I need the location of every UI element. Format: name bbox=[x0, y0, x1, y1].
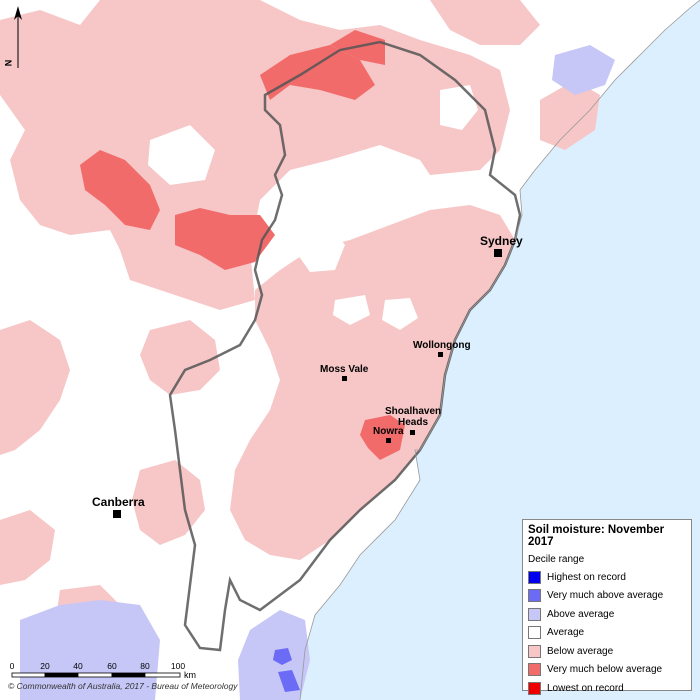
legend-swatch bbox=[528, 607, 541, 621]
legend-items: Highest on record Very much above average… bbox=[523, 568, 691, 698]
legend-swatch bbox=[528, 663, 541, 677]
north-arrow-icon bbox=[14, 6, 22, 20]
canberra-label: Canberra bbox=[92, 495, 145, 509]
very-much-below-average-regions bbox=[80, 30, 405, 460]
scale-segment bbox=[44, 672, 79, 678]
legend-item-label: Average bbox=[547, 627, 585, 639]
legend-item-label: Lowest on record bbox=[547, 682, 624, 694]
moss-vale-label: Moss Vale bbox=[320, 364, 369, 375]
below-average-southeast bbox=[230, 205, 515, 560]
moss-vale-marker bbox=[342, 376, 347, 381]
legend-item: Above average bbox=[523, 605, 691, 624]
legend-item-label: Above average bbox=[547, 608, 615, 620]
legend-item: Highest on record bbox=[523, 568, 691, 587]
very-much-below-north bbox=[260, 45, 375, 100]
canberra-marker bbox=[113, 510, 121, 518]
legend-item: Below average bbox=[523, 642, 691, 661]
legend-item-label: Below average bbox=[547, 645, 614, 657]
legend-item-label: Very much below average bbox=[547, 664, 663, 676]
legend-item-label: Very much above average bbox=[547, 590, 664, 602]
below-average-central bbox=[140, 320, 220, 395]
scale-segment bbox=[144, 672, 181, 678]
north-letter: N bbox=[3, 59, 14, 67]
copyright-notice: © Commonwealth of Australia, 2017 - Bure… bbox=[8, 681, 238, 691]
legend-item: Average bbox=[523, 624, 691, 643]
scale-tick-label: 80 bbox=[140, 661, 150, 671]
legend-item: Very much above average bbox=[523, 587, 691, 606]
below-average-northeast bbox=[430, 0, 540, 45]
nowra-label: Nowra bbox=[373, 426, 404, 437]
legend-item: Lowest on record bbox=[523, 679, 691, 698]
shoalhaven-heads-marker bbox=[410, 430, 415, 435]
catchment-boundary bbox=[168, 40, 522, 652]
very-much-above-average-regions bbox=[273, 648, 300, 692]
average-regions bbox=[148, 85, 478, 330]
wollongong-label: Wollongong bbox=[413, 340, 471, 351]
legend-swatch bbox=[528, 644, 541, 658]
scale-segment bbox=[77, 672, 113, 678]
legend-swatch bbox=[528, 681, 541, 695]
scale-tick-label: 20 bbox=[40, 661, 50, 671]
sydney-marker bbox=[494, 249, 502, 257]
scale-tick-label: 60 bbox=[107, 661, 117, 671]
average-hole-5 bbox=[440, 85, 478, 130]
nowra-marker bbox=[386, 438, 391, 443]
below-average-west bbox=[0, 320, 70, 455]
legend-title: Soil moisture: November 2017 bbox=[528, 524, 665, 548]
legend-subtitle: Decile range bbox=[528, 554, 585, 565]
legend-item: Very much below average bbox=[523, 661, 691, 680]
shoalhaven-label: Shoalhaven bbox=[385, 406, 442, 417]
scale-tick-label: 100 bbox=[170, 661, 186, 671]
very-much-below-west bbox=[80, 150, 160, 230]
very-much-below-central bbox=[175, 208, 275, 270]
average-hole-1 bbox=[298, 225, 345, 272]
below-average-far-west bbox=[0, 510, 55, 585]
coastline bbox=[299, 0, 700, 700]
legend: Soil moisture: November 2017 Decile rang… bbox=[522, 519, 692, 695]
scale-segment bbox=[111, 672, 146, 678]
sydney-label: Sydney bbox=[480, 234, 523, 248]
below-average-east-coast bbox=[540, 80, 600, 150]
average-hole-3 bbox=[382, 298, 418, 330]
shoalhaven-heads-label: Heads bbox=[398, 417, 429, 428]
scale-unit: km bbox=[184, 670, 196, 680]
very-much-above-2 bbox=[278, 670, 300, 692]
very-much-below-nowra bbox=[360, 415, 405, 460]
below-average-northwest bbox=[0, 0, 510, 310]
scale-segment bbox=[11, 672, 46, 678]
very-much-above-1 bbox=[273, 648, 292, 665]
below-average-southwest bbox=[132, 460, 205, 545]
wollongong-marker bbox=[438, 352, 443, 357]
legend-item-label: Highest on record bbox=[547, 571, 626, 583]
average-hole-north bbox=[300, 160, 440, 212]
legend-swatch bbox=[528, 626, 541, 640]
legend-swatch bbox=[528, 570, 541, 584]
scale-tick-label: 40 bbox=[73, 661, 83, 671]
legend-swatch bbox=[528, 589, 541, 603]
average-hole-2 bbox=[333, 295, 370, 325]
scale-tick-label: 0 bbox=[9, 661, 15, 671]
average-hole-4 bbox=[148, 125, 215, 185]
above-average-northeast bbox=[552, 45, 615, 95]
below-average-regions bbox=[0, 0, 600, 640]
scale-bar bbox=[11, 672, 181, 678]
